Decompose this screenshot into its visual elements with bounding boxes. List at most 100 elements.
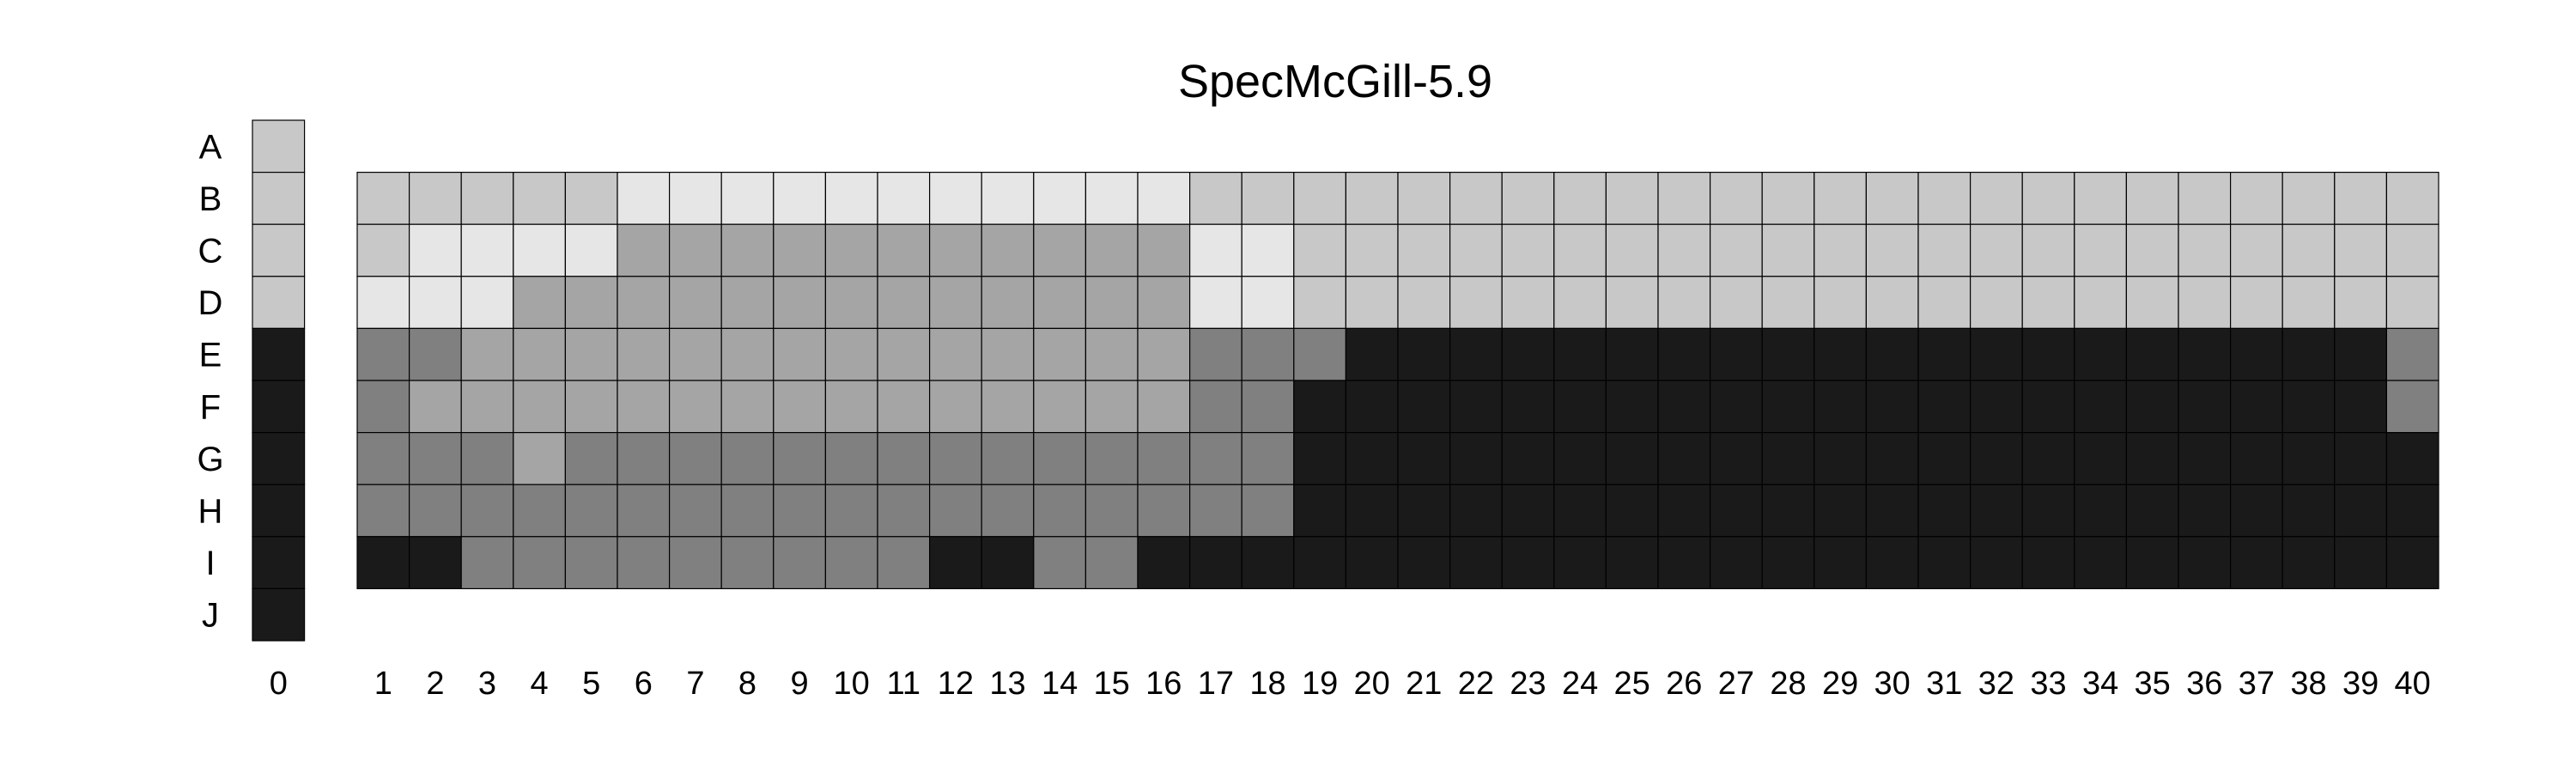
cell-B-37 [2230, 172, 2283, 225]
column-label-21: 21 [1406, 666, 1442, 702]
cell-F-35 [2125, 380, 2179, 434]
cell-I-31 [1917, 536, 1971, 589]
cell-E-31 [1917, 327, 1971, 381]
cell-F-9 [773, 380, 826, 434]
cell-E-2 [409, 327, 462, 381]
cell-C-5 [564, 223, 618, 277]
column-label-31: 31 [1926, 666, 1962, 702]
column-label-0: 0 [270, 666, 288, 702]
column-label-38: 38 [2290, 666, 2326, 702]
ref-cell-F [252, 380, 306, 434]
cell-C-36 [2178, 223, 2232, 277]
cell-E-29 [1814, 327, 1868, 381]
cell-I-15 [1084, 536, 1139, 589]
cell-I-29 [1814, 536, 1868, 589]
cell-D-33 [2021, 276, 2075, 329]
cell-B-12 [928, 172, 982, 225]
cell-F-3 [460, 380, 514, 434]
cell-C-38 [2281, 223, 2336, 277]
cell-F-6 [617, 380, 671, 434]
cell-D-16 [1137, 276, 1191, 329]
cell-I-9 [773, 536, 826, 589]
cell-F-14 [1033, 380, 1087, 434]
cell-E-35 [2125, 327, 2179, 381]
cell-C-4 [513, 223, 566, 277]
cell-E-40 [2385, 327, 2439, 381]
row-label-A: A [199, 128, 222, 166]
row-label-F: F [200, 388, 221, 426]
cell-C-23 [1501, 223, 1555, 277]
cell-G-9 [773, 432, 826, 485]
cell-H-30 [1865, 484, 1919, 538]
cell-D-35 [2125, 276, 2179, 329]
cell-B-18 [1241, 172, 1295, 225]
cell-H-19 [1293, 484, 1347, 538]
cell-G-24 [1553, 432, 1607, 485]
cell-G-32 [1970, 432, 2023, 485]
cell-B-4 [513, 172, 566, 225]
cell-E-30 [1865, 327, 1919, 381]
cell-H-35 [2125, 484, 2179, 538]
row-label-J: J [202, 597, 219, 635]
cell-D-8 [720, 276, 775, 329]
cell-H-12 [928, 484, 982, 538]
cell-H-6 [617, 484, 671, 538]
cell-C-26 [1657, 223, 1711, 277]
cell-C-15 [1084, 223, 1139, 277]
cell-I-37 [2230, 536, 2283, 589]
ref-cell-E [252, 327, 306, 381]
cell-I-23 [1501, 536, 1555, 589]
row-label-E: E [199, 337, 222, 374]
cell-F-7 [668, 380, 722, 434]
cell-I-40 [2385, 536, 2439, 589]
cell-E-18 [1241, 327, 1295, 381]
cell-B-40 [2385, 172, 2439, 225]
cell-B-5 [564, 172, 618, 225]
cell-E-23 [1501, 327, 1555, 381]
cell-E-15 [1084, 327, 1139, 381]
cell-D-1 [356, 276, 410, 329]
cell-B-14 [1033, 172, 1087, 225]
cell-C-2 [409, 223, 462, 277]
cell-D-23 [1501, 276, 1555, 329]
column-label-7: 7 [686, 666, 704, 702]
cell-E-36 [2178, 327, 2232, 381]
cell-E-22 [1449, 327, 1503, 381]
cell-F-33 [2021, 380, 2075, 434]
column-label-1: 1 [374, 666, 392, 702]
cell-I-8 [720, 536, 775, 589]
cell-I-2 [409, 536, 462, 589]
cell-G-29 [1814, 432, 1868, 485]
cell-F-16 [1137, 380, 1191, 434]
cell-C-6 [617, 223, 671, 277]
cell-G-8 [720, 432, 775, 485]
row-label-B: B [199, 180, 222, 218]
cell-E-8 [720, 327, 775, 381]
column-label-39: 39 [2342, 666, 2379, 702]
cell-E-11 [877, 327, 931, 381]
cell-F-1 [356, 380, 410, 434]
cell-F-22 [1449, 380, 1503, 434]
row-label-C: C [198, 233, 223, 271]
cell-B-30 [1865, 172, 1919, 225]
cell-F-23 [1501, 380, 1555, 434]
cell-G-5 [564, 432, 618, 485]
cell-I-4 [513, 536, 566, 589]
cell-I-33 [2021, 536, 2075, 589]
cell-C-35 [2125, 223, 2179, 277]
cell-D-18 [1241, 276, 1295, 329]
column-label-32: 32 [1978, 666, 2014, 702]
cell-D-29 [1814, 276, 1868, 329]
cell-G-33 [2021, 432, 2075, 485]
cell-B-2 [409, 172, 462, 225]
cell-I-16 [1137, 536, 1191, 589]
cell-D-34 [2074, 276, 2128, 329]
cell-B-19 [1293, 172, 1347, 225]
cell-D-22 [1449, 276, 1503, 329]
cell-D-36 [2178, 276, 2232, 329]
cell-G-25 [1605, 432, 1659, 485]
cell-F-32 [1970, 380, 2023, 434]
cell-I-39 [2334, 536, 2388, 589]
cell-G-15 [1084, 432, 1139, 485]
cell-E-14 [1033, 327, 1087, 381]
